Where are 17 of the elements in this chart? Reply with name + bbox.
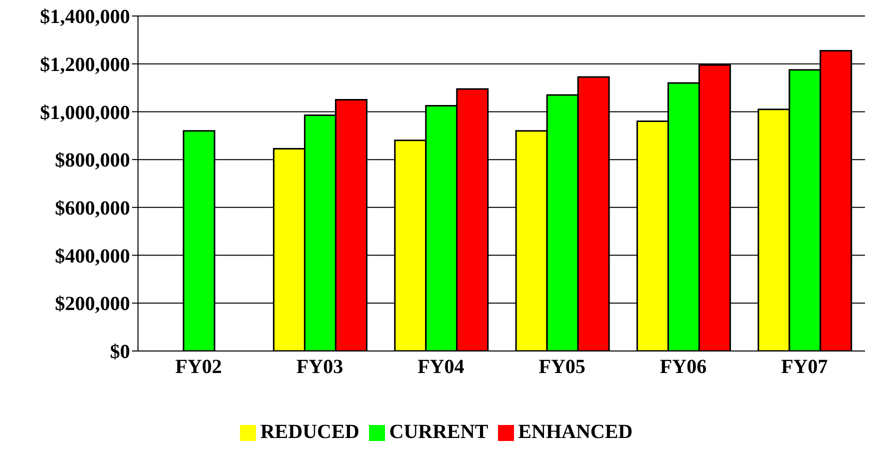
y-tick-label: $600,000: [55, 198, 130, 220]
y-tick-label: $400,000: [55, 245, 130, 268]
y-tick-label: $200,000: [55, 293, 130, 316]
x-tick-label: FY04: [418, 356, 464, 378]
x-tick-label: FY02: [175, 356, 222, 378]
legend-label: CURRENT: [389, 421, 488, 443]
x-tick-label: FY05: [538, 356, 586, 378]
y-tick-label: $1,400,000: [40, 6, 130, 28]
x-tick-label: FY06: [660, 356, 707, 378]
legend-label: REDUCED: [260, 421, 360, 443]
y-tick-label: $1,000,000: [40, 102, 130, 124]
legend-label: ENHANCED: [518, 421, 633, 443]
x-tick-label: FY03: [296, 356, 344, 378]
y-tick-label: $0: [110, 341, 130, 364]
x-tick-label: FY07: [781, 356, 828, 378]
y-tick-label: $1,200,000: [40, 54, 130, 76]
y-tick-label: $800,000: [55, 150, 130, 172]
